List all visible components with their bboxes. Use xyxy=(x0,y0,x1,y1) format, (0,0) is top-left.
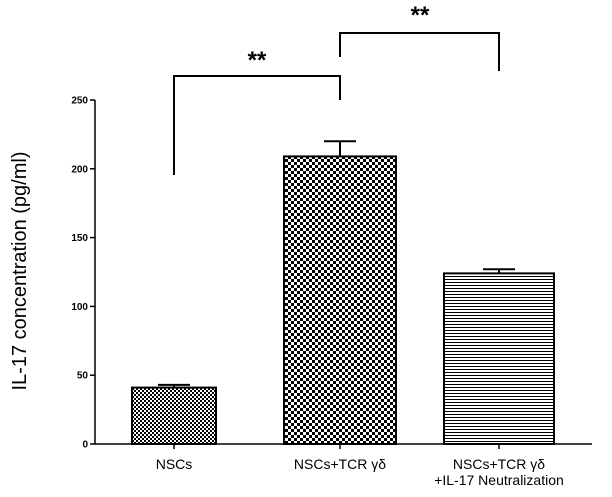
y-tick-label: 50 xyxy=(77,371,89,382)
y-tick-label: 100 xyxy=(71,302,88,313)
significance-bracket xyxy=(339,32,500,71)
significance-label: ** xyxy=(248,47,267,74)
x-category-label: NSCs+TCR γδ xyxy=(294,456,386,472)
y-tick-label: 250 xyxy=(71,96,88,107)
significance-label: ** xyxy=(411,2,430,29)
y-axis-label: IL-17 concentration (pg/ml) xyxy=(9,151,31,390)
bar xyxy=(443,272,555,445)
y-tick-label: 150 xyxy=(71,233,88,244)
significance-bracket xyxy=(173,75,341,175)
y-tick-label: 0 xyxy=(82,440,88,451)
bar xyxy=(283,155,397,446)
x-category-label: NSCs+TCR γδ xyxy=(453,456,545,472)
x-category-label: NSCs xyxy=(156,456,193,472)
x-category-label: +IL-17 Neutralization xyxy=(434,472,564,488)
y-tick-label: 200 xyxy=(71,164,88,175)
bar xyxy=(131,386,217,446)
